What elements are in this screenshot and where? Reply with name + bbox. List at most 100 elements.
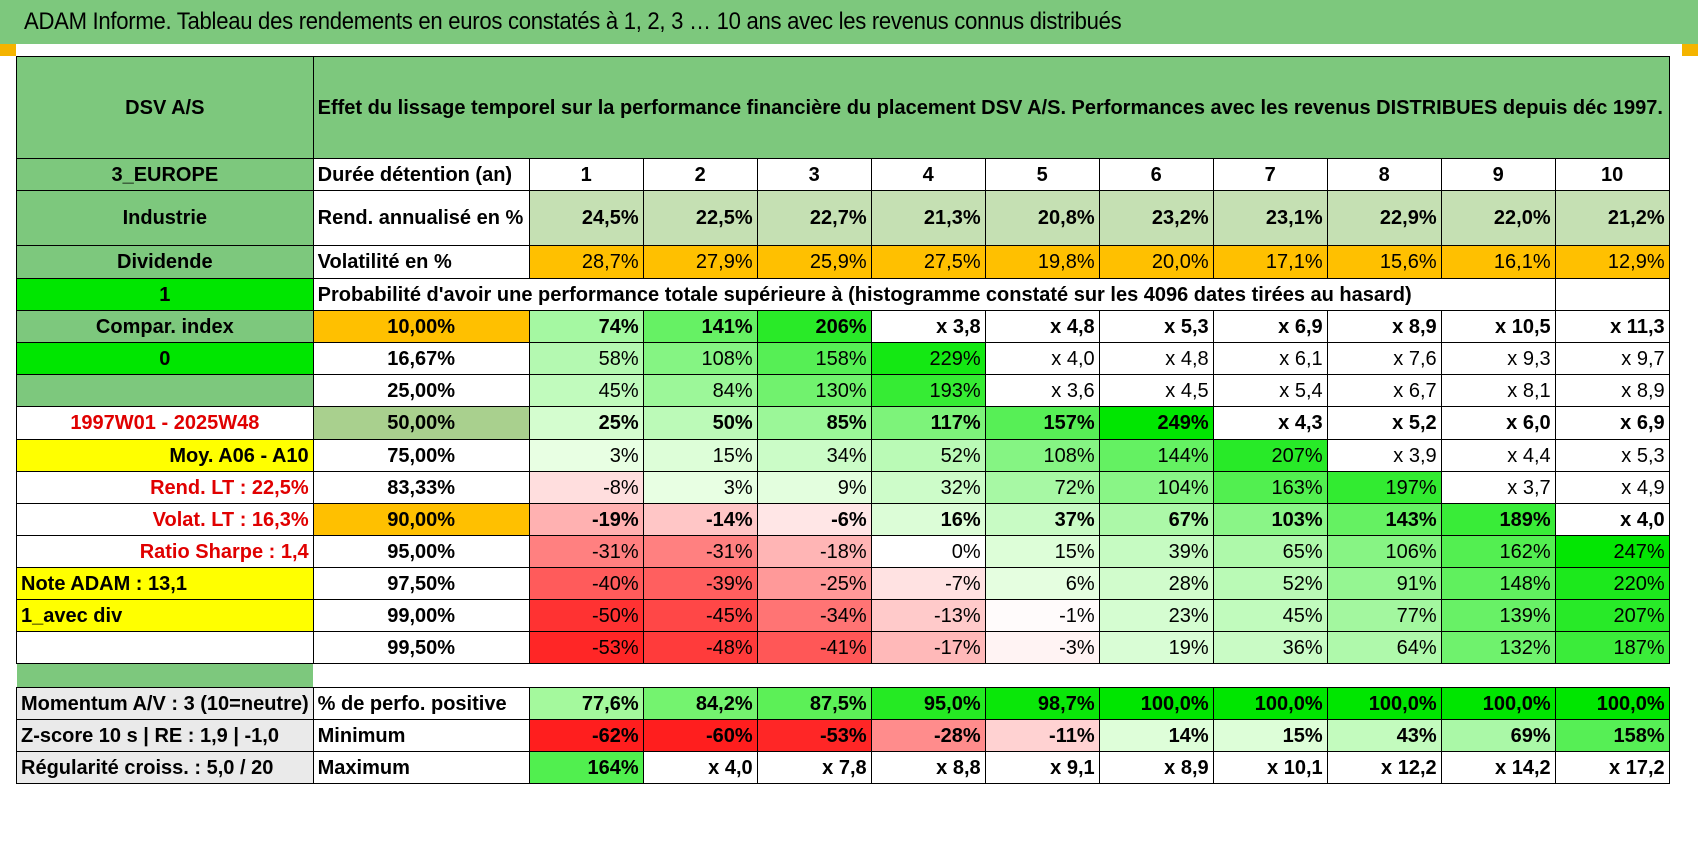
prob-value: x 4,8 — [1098, 342, 1214, 375]
min-row: Z-score 10 s | RE : 1,9 | -1,0 Minimum -62… — [16, 719, 1670, 752]
prob-value: 141% — [642, 310, 758, 343]
min-value: -60% — [642, 719, 758, 752]
report-title: ADAM Informe. Tableau des rendements en … — [24, 8, 1122, 35]
spacer-cell — [1441, 663, 1556, 688]
prob-value: x 8,1 — [1440, 374, 1556, 407]
prob-value: -50% — [528, 599, 644, 632]
min-value: 158% — [1554, 719, 1670, 752]
prob-row: 99,50% -53% -48% -41% -17% -3% 19% 36% 64% 132% 18… — [16, 631, 1670, 664]
zscore-label: Z-score 10 s | RE : 1,9 | -1,0 — [16, 719, 314, 752]
spacer-cell — [16, 631, 314, 664]
quantile-label: 83,33% — [312, 471, 530, 504]
prob-value: 32% — [870, 471, 986, 504]
vol-value: 16,1% — [1440, 245, 1556, 279]
flag-1[interactable]: 1 — [16, 278, 314, 311]
rend-value: 20,8% — [984, 190, 1100, 246]
prob-value: 45% — [528, 374, 644, 407]
volat-lt-label: Volat. LT : 16,3% — [16, 503, 314, 536]
prob-value: 229% — [870, 342, 986, 375]
prob-value: x 5,3 — [1554, 439, 1670, 472]
pos-value: 100,0% — [1554, 687, 1670, 720]
prob-value: 206% — [756, 310, 872, 343]
prob-value: x 3,7 — [1440, 471, 1556, 504]
prob-value: 36% — [1212, 631, 1328, 664]
prob-row: Compar. index 10,00% 74% 141% 206% x 3,8 x 4,8… — [16, 310, 1670, 343]
prob-value: x 5,4 — [1212, 374, 1328, 407]
rend-lt-label: Rend. LT : 22,5% — [16, 471, 314, 504]
vol-value: 17,1% — [1212, 245, 1328, 279]
prob-value: x 4,5 — [1098, 374, 1214, 407]
prob-value: -17% — [870, 631, 986, 664]
prob-value: x 6,0 — [1440, 406, 1556, 440]
prob-value: 157% — [984, 406, 1100, 440]
prob-value: 132% — [1440, 631, 1556, 664]
vol-value: 20,0% — [1098, 245, 1214, 279]
prob-value: -6% — [756, 503, 872, 536]
prob-value: 117% — [870, 406, 986, 440]
quantile-label: 99,00% — [312, 599, 530, 632]
compar-index-label: Compar. index — [16, 310, 314, 343]
year-header: 3 — [756, 158, 872, 191]
description: Effet du lissage temporel sur la perform… — [312, 56, 1670, 159]
spacer-cell — [985, 663, 1100, 688]
quantile-label: 75,00% — [312, 439, 530, 472]
prob-value: 3% — [528, 439, 644, 472]
prob-value: 34% — [756, 439, 872, 472]
prob-value: 64% — [1326, 631, 1442, 664]
prob-value: x 3,8 — [870, 310, 986, 343]
min-value: -62% — [528, 719, 644, 752]
prob-value: 162% — [1440, 535, 1556, 568]
prob-row: Volat. LT : 16,3% 90,00% -19% -14% -6% 16% 37%… — [16, 503, 1670, 536]
year-header: 10 — [1554, 158, 1670, 191]
spacer-cell — [529, 663, 644, 688]
prob-value: x 4,4 — [1440, 439, 1556, 472]
prob-value: -8% — [528, 471, 644, 504]
prob-value: 15% — [642, 439, 758, 472]
min-value: -28% — [870, 719, 986, 752]
min-value: 14% — [1098, 719, 1214, 752]
rend-label: Rend. annualisé en % — [312, 190, 530, 246]
rend-value: 23,2% — [1098, 190, 1214, 246]
vol-value: 28,7% — [528, 245, 644, 279]
flag-0[interactable]: 0 — [16, 342, 314, 375]
prob-value: 220% — [1554, 567, 1670, 600]
prob-value: 58% — [528, 342, 644, 375]
prob-value: 207% — [1554, 599, 1670, 632]
pos-value: 87,5% — [756, 687, 872, 720]
sector: Industrie — [16, 190, 314, 246]
note-label: Note ADAM : 13,1 — [16, 567, 314, 600]
prob-value: 193% — [870, 374, 986, 407]
regularite-label: Régularité croiss. : 5,0 / 20 — [16, 751, 314, 784]
prob-value: 108% — [984, 439, 1100, 472]
quantile-label: 16,67% — [312, 342, 530, 375]
prob-row: Ratio Sharpe : 1,4 95,00% -31% -31% -18% 0% 15… — [16, 535, 1670, 568]
prob-value: 143% — [1326, 503, 1442, 536]
max-value: x 9,1 — [984, 751, 1100, 784]
quantile-label: 97,50% — [312, 567, 530, 600]
prob-row: Moy. A06 - A10 75,00% 3% 15% 34% 52% 108% 144% 2… — [16, 439, 1670, 472]
year-header: 1 — [528, 158, 644, 191]
rend-value: 21,2% — [1554, 190, 1670, 246]
max-value: x 17,2 — [1554, 751, 1670, 784]
prob-value: -3% — [984, 631, 1100, 664]
max-value: x 12,2 — [1326, 751, 1442, 784]
prob-value: x 6,9 — [1212, 310, 1328, 343]
vol-value: 19,8% — [984, 245, 1100, 279]
pos-value: 95,0% — [870, 687, 986, 720]
prob-value: 52% — [1212, 567, 1328, 600]
prob-value: 15% — [984, 535, 1100, 568]
prob-value: -41% — [756, 631, 872, 664]
performance-table: DSV A/S Effet du lissage temporel sur la… — [16, 56, 1670, 784]
max-value: x 4,0 — [642, 751, 758, 784]
prob-value: 207% — [1212, 439, 1328, 472]
max-value: 164% — [528, 751, 644, 784]
vol-value: 25,9% — [756, 245, 872, 279]
pos-value: 100,0% — [1326, 687, 1442, 720]
spacer-cell — [1327, 663, 1442, 688]
prob-value: 104% — [1098, 471, 1214, 504]
prob-value: 130% — [756, 374, 872, 407]
prob-value: 39% — [1098, 535, 1214, 568]
prob-value: -1% — [984, 599, 1100, 632]
pos-row: Momentum A/V : 3 (10=neutre)% de perfo. … — [16, 687, 1670, 720]
min-value: -53% — [756, 719, 872, 752]
